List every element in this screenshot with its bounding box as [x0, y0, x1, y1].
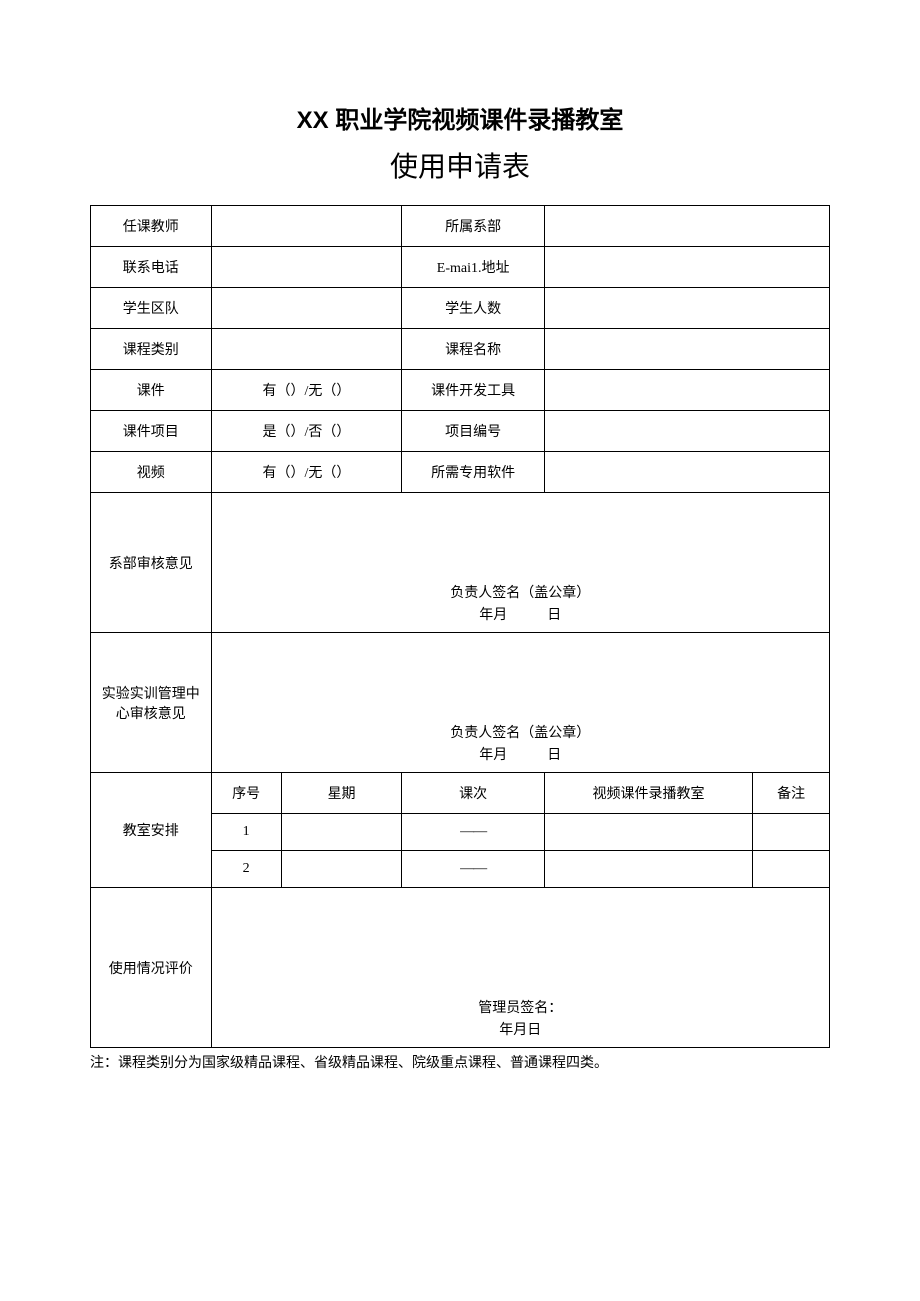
table-row: 课程类别 课程名称: [91, 329, 830, 370]
title-line-2: 使用申请表: [90, 145, 830, 185]
center-date-line: 年月日: [212, 744, 829, 764]
schedule-room[interactable]: [544, 814, 752, 851]
value-course-type[interactable]: [211, 329, 402, 370]
label-project: 课件项目: [91, 411, 212, 452]
schedule-header-row: 教室安排 序号 星期 课次 视频课件录播教室 备注: [91, 773, 830, 814]
schedule-note[interactable]: [753, 814, 830, 851]
label-phone: 联系电话: [91, 247, 212, 288]
schedule-seq: 2: [211, 851, 281, 888]
schedule-header-room: 视频课件录播教室: [544, 773, 752, 814]
schedule-header-weekday: 星期: [281, 773, 402, 814]
eval-date-line: 年月日: [212, 1019, 829, 1039]
label-courseware: 课件: [91, 370, 212, 411]
value-dept[interactable]: [544, 206, 829, 247]
schedule-weekday[interactable]: [281, 814, 402, 851]
value-student-group[interactable]: [211, 288, 402, 329]
table-row: 视频 有（）/无（） 所需专用软件: [91, 452, 830, 493]
schedule-note[interactable]: [753, 851, 830, 888]
label-center-review: 实验实训管理中心审核意见: [91, 633, 212, 773]
label-evaluation: 使用情况评价: [91, 888, 212, 1048]
value-student-count[interactable]: [544, 288, 829, 329]
schedule-seq: 1: [211, 814, 281, 851]
center-review-row: 实验实训管理中心审核意见 负责人签名（盖公章） 年月日: [91, 633, 830, 773]
table-row: 课件 有（）/无（） 课件开发工具: [91, 370, 830, 411]
label-dept: 所属系部: [402, 206, 545, 247]
label-schedule: 教室安排: [91, 773, 212, 888]
dept-date-line: 年月日: [212, 604, 829, 624]
schedule-weekday[interactable]: [281, 851, 402, 888]
schedule-header-note: 备注: [753, 773, 830, 814]
value-project-no[interactable]: [544, 411, 829, 452]
evaluation-area[interactable]: 管理员签名： 年月日: [211, 888, 829, 1048]
value-phone[interactable]: [211, 247, 402, 288]
table-row: 联系电话 E-mai1.地址: [91, 247, 830, 288]
schedule-period[interactable]: ——: [402, 851, 545, 888]
label-email: E-mai1.地址: [402, 247, 545, 288]
evaluation-row: 使用情况评价 管理员签名： 年月日: [91, 888, 830, 1048]
schedule-header-period: 课次: [402, 773, 545, 814]
table-row: 学生区队 学生人数: [91, 288, 830, 329]
title-line-1: XX 职业学院视频课件录播教室: [90, 100, 830, 135]
table-row: 课件项目 是（）/否（） 项目编号: [91, 411, 830, 452]
footnote: 注：课程类别分为国家级精品课程、省级精品课程、院级重点课程、普通课程四类。: [90, 1052, 830, 1072]
label-project-no: 项目编号: [402, 411, 545, 452]
value-dev-tool[interactable]: [544, 370, 829, 411]
label-course-name: 课程名称: [402, 329, 545, 370]
dept-review-area[interactable]: 负责人签名（盖公章） 年月日: [211, 493, 829, 633]
value-software[interactable]: [544, 452, 829, 493]
table-row: 任课教师 所属系部: [91, 206, 830, 247]
application-form-table: 任课教师 所属系部 联系电话 E-mai1.地址 学生区队 学生人数 课程类别 …: [90, 205, 830, 1048]
label-student-group: 学生区队: [91, 288, 212, 329]
center-sign-label: 负责人签名（盖公章）: [212, 722, 829, 742]
label-course-type: 课程类别: [91, 329, 212, 370]
value-project[interactable]: 是（）/否（）: [211, 411, 402, 452]
document-title: XX 职业学院视频课件录播教室 使用申请表: [90, 100, 830, 185]
label-dept-review: 系部审核意见: [91, 493, 212, 633]
value-email[interactable]: [544, 247, 829, 288]
value-courseware[interactable]: 有（）/无（）: [211, 370, 402, 411]
dept-sign-label: 负责人签名（盖公章）: [212, 582, 829, 602]
label-video: 视频: [91, 452, 212, 493]
schedule-period[interactable]: ——: [402, 814, 545, 851]
label-software: 所需专用软件: [402, 452, 545, 493]
schedule-header-seq: 序号: [211, 773, 281, 814]
label-dev-tool: 课件开发工具: [402, 370, 545, 411]
value-teacher[interactable]: [211, 206, 402, 247]
label-teacher: 任课教师: [91, 206, 212, 247]
center-review-area[interactable]: 负责人签名（盖公章） 年月日: [211, 633, 829, 773]
schedule-room[interactable]: [544, 851, 752, 888]
label-student-count: 学生人数: [402, 288, 545, 329]
dept-review-row: 系部审核意见 负责人签名（盖公章） 年月日: [91, 493, 830, 633]
eval-sign-label: 管理员签名：: [212, 997, 829, 1017]
value-video[interactable]: 有（）/无（）: [211, 452, 402, 493]
value-course-name[interactable]: [544, 329, 829, 370]
